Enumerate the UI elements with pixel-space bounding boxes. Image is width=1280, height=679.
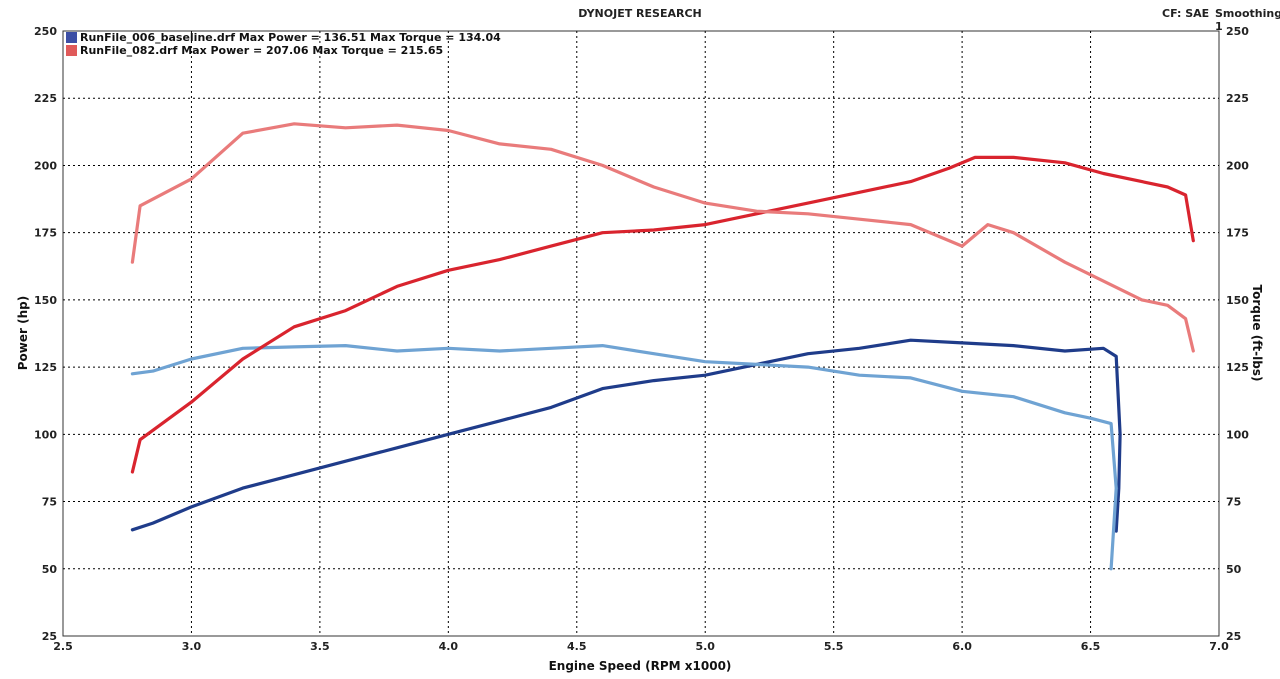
series-lines [130, 122, 1195, 571]
y-tick-label: 225 [34, 92, 57, 105]
x-tick-label: 2.5 [53, 640, 73, 653]
x-tick-label: 5.0 [695, 640, 715, 653]
y-tick-label: 125 [34, 361, 57, 374]
y-tick-label: 100 [34, 428, 57, 441]
series-baseline-torque [130, 344, 1118, 571]
cf-label: CF: SAE [1162, 7, 1210, 20]
y2-tick-label: 100 [1226, 428, 1249, 441]
y-tick-label: 175 [34, 227, 57, 240]
x-tick-label: 5.5 [824, 640, 844, 653]
y2-tick-label: 150 [1226, 294, 1249, 307]
x-tick-label: 4.0 [439, 640, 459, 653]
y2-tick-label: 250 [1226, 25, 1249, 38]
y-axis-label: Power (hp) [16, 296, 30, 370]
y2-tick-label: 125 [1226, 361, 1249, 374]
y2-tick-label: 175 [1226, 227, 1249, 240]
y-tick-label: 75 [42, 496, 57, 509]
legend-swatch-run082 [66, 45, 77, 56]
y-tick-label: 25 [42, 630, 57, 643]
series-run082-power [130, 155, 1195, 474]
y2-tick-label: 200 [1226, 159, 1249, 172]
legend-entry-baseline: RunFile_006_baseline.drf Max Power = 136… [80, 31, 501, 44]
series-baseline-power [130, 338, 1122, 533]
legend: RunFile_006_baseline.drf Max Power = 136… [66, 31, 501, 57]
x-tick-label: 6.5 [1081, 640, 1101, 653]
y2-tick-label: 225 [1226, 92, 1249, 105]
x-tick-label: 4.5 [567, 640, 587, 653]
y2-tick-label: 50 [1226, 563, 1242, 576]
legend-swatch-baseline [66, 32, 77, 43]
y2-tick-label: 75 [1226, 496, 1241, 509]
chart-title: DYNOJET RESEARCH [578, 7, 702, 20]
y2-tick-label: 25 [1226, 630, 1241, 643]
x-tick-label: 7.0 [1209, 640, 1229, 653]
y2-axis-label: Torque (ft-lbs) [1250, 285, 1264, 382]
x-tick-label: 6.0 [952, 640, 972, 653]
y-tick-label: 50 [42, 563, 58, 576]
legend-entry-run082: RunFile_082.drf Max Power = 207.06 Max T… [80, 44, 443, 57]
plot-area [62, 30, 1220, 637]
x-tick-label: 3.5 [310, 640, 330, 653]
y-tick-label: 150 [34, 294, 57, 307]
y-tick-label: 250 [34, 25, 57, 38]
smoothing-label: Smoothing: 1 [1215, 7, 1280, 33]
x-tick-label: 3.0 [182, 640, 202, 653]
y-tick-label: 200 [34, 159, 57, 172]
series-run082-torque [130, 122, 1195, 353]
x-axis-label: Engine Speed (RPM x1000) [549, 659, 732, 673]
